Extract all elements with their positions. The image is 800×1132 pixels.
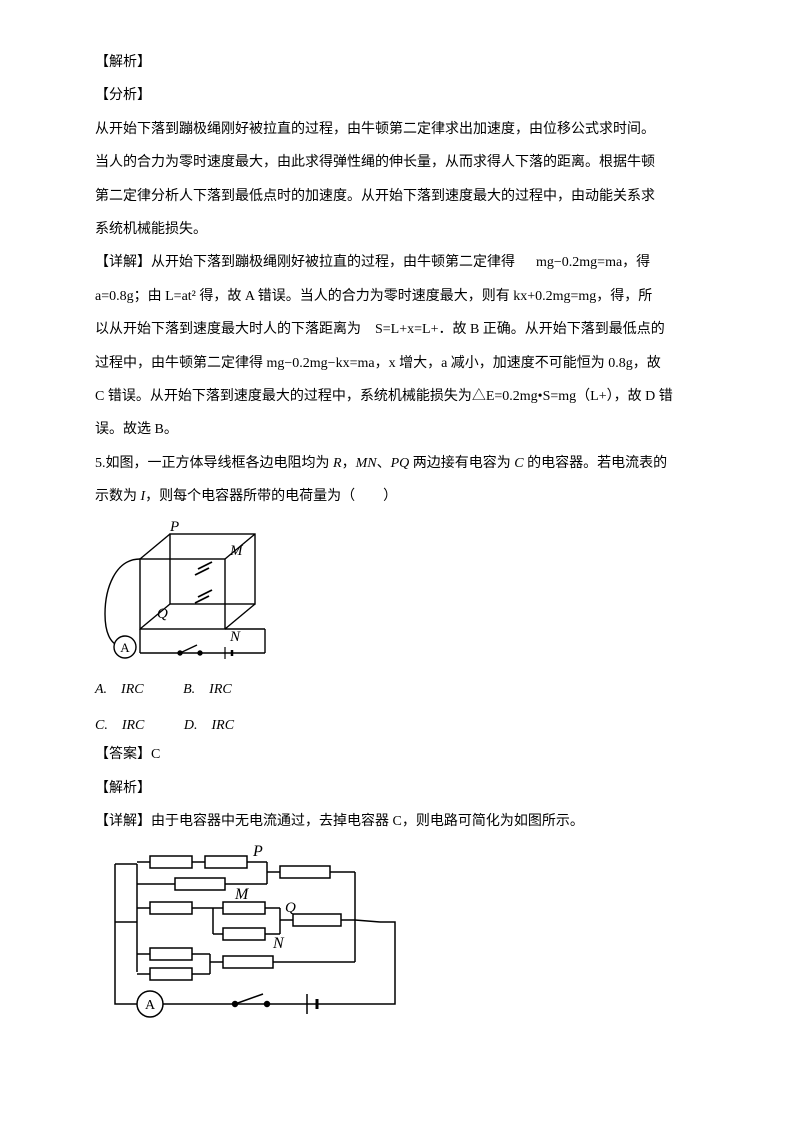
svg-text:A: A xyxy=(120,640,130,655)
detail-line: C 错误。从开始下落到速度最大的过程中，系统机械能损失为△E=0.2mg•S=m… xyxy=(95,382,720,411)
svg-text:Q: Q xyxy=(285,900,296,916)
analysis-line: 第二定律分析人下落到最低点时的加速度。从开始下落到速度最大的过程中，由动能关系求 xyxy=(95,182,720,211)
detail-2: 【详解】由于电容器中无电流通过，去掉电容器 C，则电路可简化为如图所示。 xyxy=(95,807,720,836)
text: mg−0.2mg=ma，得 xyxy=(536,255,650,270)
analysis-line: 从开始下落到蹦极绳刚好被拉直的过程，由牛顿第二定律求出加速度，由位移公式求时间。 xyxy=(95,115,720,144)
text: ，则每个电容器所带的电荷量为（ ） xyxy=(145,489,397,504)
answer: 【答案】C xyxy=(95,740,720,769)
question-5-stem: 示数为 I，则每个电容器所带的电荷量为（ ） xyxy=(95,482,720,511)
option-c: C. IRC xyxy=(95,711,162,740)
analysis-line: 当人的合力为零时速度最大，由此求得弹性绳的伸长量，从而求得人下落的距离。根据牛顿 xyxy=(95,148,720,177)
heading-jiexi: 【解析】 xyxy=(95,48,720,77)
detail-line: 【详解】从开始下落到蹦极绳刚好被拉直的过程，由牛顿第二定律得 mg−0.2mg=… xyxy=(95,248,720,277)
detail-line: 以从开始下落到速度最大时人的下落距离为 S=L+x=L+．故 B 正确。从开始下… xyxy=(95,315,720,344)
figure-cube-circuit: A P M Q N xyxy=(95,519,720,669)
analysis-line: 系统机械能损失。 xyxy=(95,215,720,244)
options-row-2: C. IRC D. IRC xyxy=(95,711,720,740)
detail-line: a=0.8g；由 L=at² 得，故 A 错误。当人的合力为零时速度最大，则有 … xyxy=(95,282,720,311)
figure-simplified-circuit: A P M Q N xyxy=(95,844,720,1019)
question-5-stem: 5.如图，一正方体导线框各边电阻均为 R，MN、PQ 两边接有电容为 C 的电容… xyxy=(95,449,720,478)
svg-text:P: P xyxy=(252,844,263,860)
var-C: C xyxy=(514,456,523,471)
text: 5.如图，一正方体导线框各边电阻均为 xyxy=(95,456,333,471)
svg-text:M: M xyxy=(234,886,250,903)
svg-text:A: A xyxy=(145,998,156,1013)
var-R: R xyxy=(333,456,342,471)
text: ， xyxy=(342,456,356,471)
text: 示数为 xyxy=(95,489,141,504)
svg-text:M: M xyxy=(229,543,244,559)
text: 、 xyxy=(377,456,391,471)
svg-text:N: N xyxy=(229,629,241,645)
option-a: A. IRC xyxy=(95,675,162,704)
text: 的电容器。若电流表的 xyxy=(524,456,668,471)
svg-text:P: P xyxy=(169,519,179,535)
text: 【详解】从开始下落到蹦极绳刚好被拉直的过程，由牛顿第二定律得 xyxy=(95,255,515,270)
option-b: B. IRC xyxy=(183,675,250,704)
detail-line: 误。故选 B。 xyxy=(95,415,720,444)
text: a=0.8g；由 L= xyxy=(95,289,182,304)
svg-text:N: N xyxy=(272,935,285,952)
detail-line: 过程中，由牛顿第二定律得 mg−0.2mg−kx=ma，x 增大，a 减小，加速… xyxy=(95,349,720,378)
options-row-1: A. IRC B. IRC xyxy=(95,675,720,704)
heading-jiexi-2: 【解析】 xyxy=(95,774,720,803)
heading-fenxi: 【分析】 xyxy=(95,81,720,110)
text: at² 得，故 A 错误。当人的合力为零时速度最大，则有 kx+0.2mg=mg… xyxy=(182,289,653,304)
var-PQ: PQ xyxy=(391,456,410,471)
var-MN: MN xyxy=(356,456,377,471)
option-d: D. IRC xyxy=(184,711,252,740)
text: 两边接有电容为 xyxy=(409,456,514,471)
svg-text:Q: Q xyxy=(157,606,168,622)
